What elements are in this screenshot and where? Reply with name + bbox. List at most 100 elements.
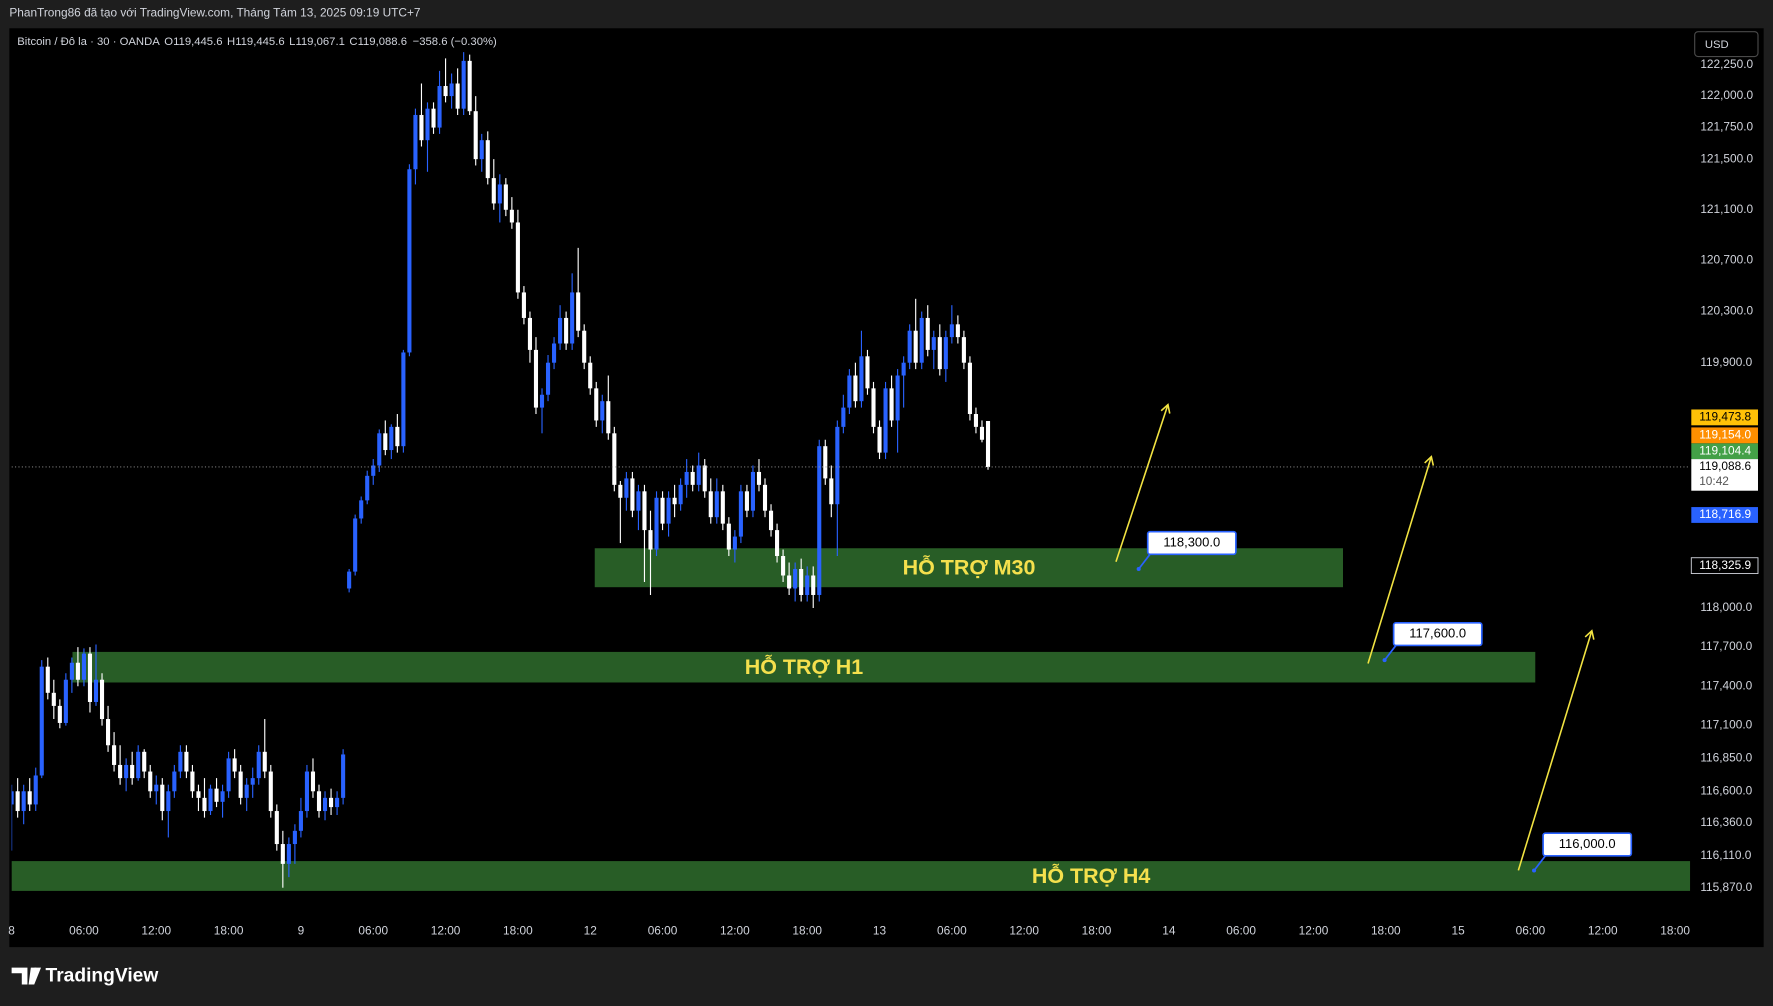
candle-body [81, 653, 86, 680]
drawings [1115, 403, 1595, 871]
candle-body [39, 666, 44, 776]
last-price-label: 119,088.6 [1699, 459, 1751, 473]
y-tick-label: 120,700.0 [1700, 253, 1753, 267]
candle-body [570, 292, 575, 344]
x-tick-label: 06:00 [358, 924, 388, 938]
candle-body [973, 414, 979, 427]
candle-body [690, 471, 695, 485]
candle-body [220, 791, 225, 802]
candle-body [190, 771, 195, 792]
candle-body [871, 388, 876, 427]
candle-body [859, 356, 864, 402]
candle-body [943, 337, 948, 370]
x-tick-label: 18:00 [1371, 924, 1401, 938]
y-tick-label: 120,300.0 [1700, 304, 1753, 318]
candle-body [907, 330, 912, 363]
x-tick-label: 18:00 [1660, 924, 1690, 938]
brand: TradingView [46, 966, 159, 987]
candle-body [437, 86, 442, 128]
candle-body [539, 394, 545, 408]
y-tick-label: 119,900.0 [1700, 355, 1752, 369]
candle-body [413, 114, 418, 170]
candle-body [274, 811, 279, 845]
arrow [1367, 455, 1435, 664]
candle-body [262, 751, 267, 772]
candle-body [335, 797, 340, 808]
x-tick-label: 12:00 [720, 924, 750, 938]
candle-body [985, 421, 991, 467]
y-tick-label: 121,750.0 [1700, 120, 1753, 134]
callout-box [1542, 832, 1633, 857]
candle-body [166, 791, 171, 812]
candle-body [720, 491, 725, 524]
candle-body [919, 317, 924, 363]
callout-pointer [1138, 553, 1151, 570]
candle-body [503, 184, 508, 210]
candle-body [51, 692, 56, 706]
candle-body [582, 330, 587, 363]
candle-body [787, 575, 792, 589]
candle-body [738, 491, 743, 537]
watermark: PhanTrong86 đã tạo với TradingView.com, … [9, 6, 420, 20]
candle-body [148, 771, 153, 792]
x-tick-label: 13 [873, 924, 887, 938]
candle-body [979, 426, 985, 440]
currency-button[interactable] [1694, 31, 1759, 58]
candle-body [636, 491, 641, 511]
candle-body [154, 784, 159, 792]
candle-body [232, 758, 237, 772]
price-tag-label: 119,104.4 [1699, 443, 1751, 457]
candle-body [329, 797, 334, 808]
candle-body [600, 401, 605, 421]
candle-body [172, 771, 177, 792]
y-tick-label: 115,870.0 [1700, 880, 1752, 894]
callout-anchor [1136, 566, 1141, 572]
candle-body [648, 530, 653, 550]
candle-body [365, 475, 370, 501]
candle-body [497, 184, 502, 204]
candle-body [33, 775, 38, 805]
chart-area [9, 28, 1764, 948]
candle-body [75, 662, 80, 680]
candle-body [316, 791, 322, 812]
candle-body [118, 764, 123, 779]
candle-body [202, 797, 207, 812]
x-tick-label: 06:00 [69, 924, 99, 938]
candle-body [401, 352, 406, 447]
candle-body [419, 114, 424, 141]
candle-body [811, 575, 816, 595]
candle-body [268, 771, 273, 812]
candle-body [696, 465, 701, 485]
candle-body [395, 426, 400, 447]
x-tick-label: 06:00 [1516, 924, 1546, 938]
candle-body [925, 317, 930, 350]
candle-body [883, 388, 888, 453]
candle-body [726, 523, 731, 550]
callout-box [1392, 621, 1483, 647]
candle-body [256, 751, 261, 779]
arrow [1115, 403, 1171, 563]
y-tick-label: 117,400.0 [1700, 678, 1752, 692]
candle-body [895, 375, 900, 421]
candle-body [15, 791, 20, 812]
candle-body [112, 745, 117, 765]
candle-body [280, 844, 285, 864]
candle-body [817, 446, 822, 595]
callout-label: 116,000.0 [1559, 836, 1616, 851]
x-tick-label: 18:00 [503, 924, 533, 938]
candle-body [823, 446, 828, 479]
x-tick-label: 12:00 [1009, 924, 1039, 938]
x-tick-label: 06:00 [648, 924, 678, 938]
footer-bar [0, 947, 1773, 1006]
candle-body [371, 465, 376, 476]
currency-label: USD [1705, 39, 1729, 51]
candle-body [841, 407, 846, 427]
candle-body [353, 518, 358, 572]
callout-label: 117,600.0 [1409, 626, 1466, 641]
candle-body [130, 764, 135, 779]
candle-body [461, 60, 466, 109]
y-tick-label: 116,360.0 [1700, 815, 1752, 829]
candle-body [558, 317, 563, 344]
candle-body [99, 679, 105, 720]
